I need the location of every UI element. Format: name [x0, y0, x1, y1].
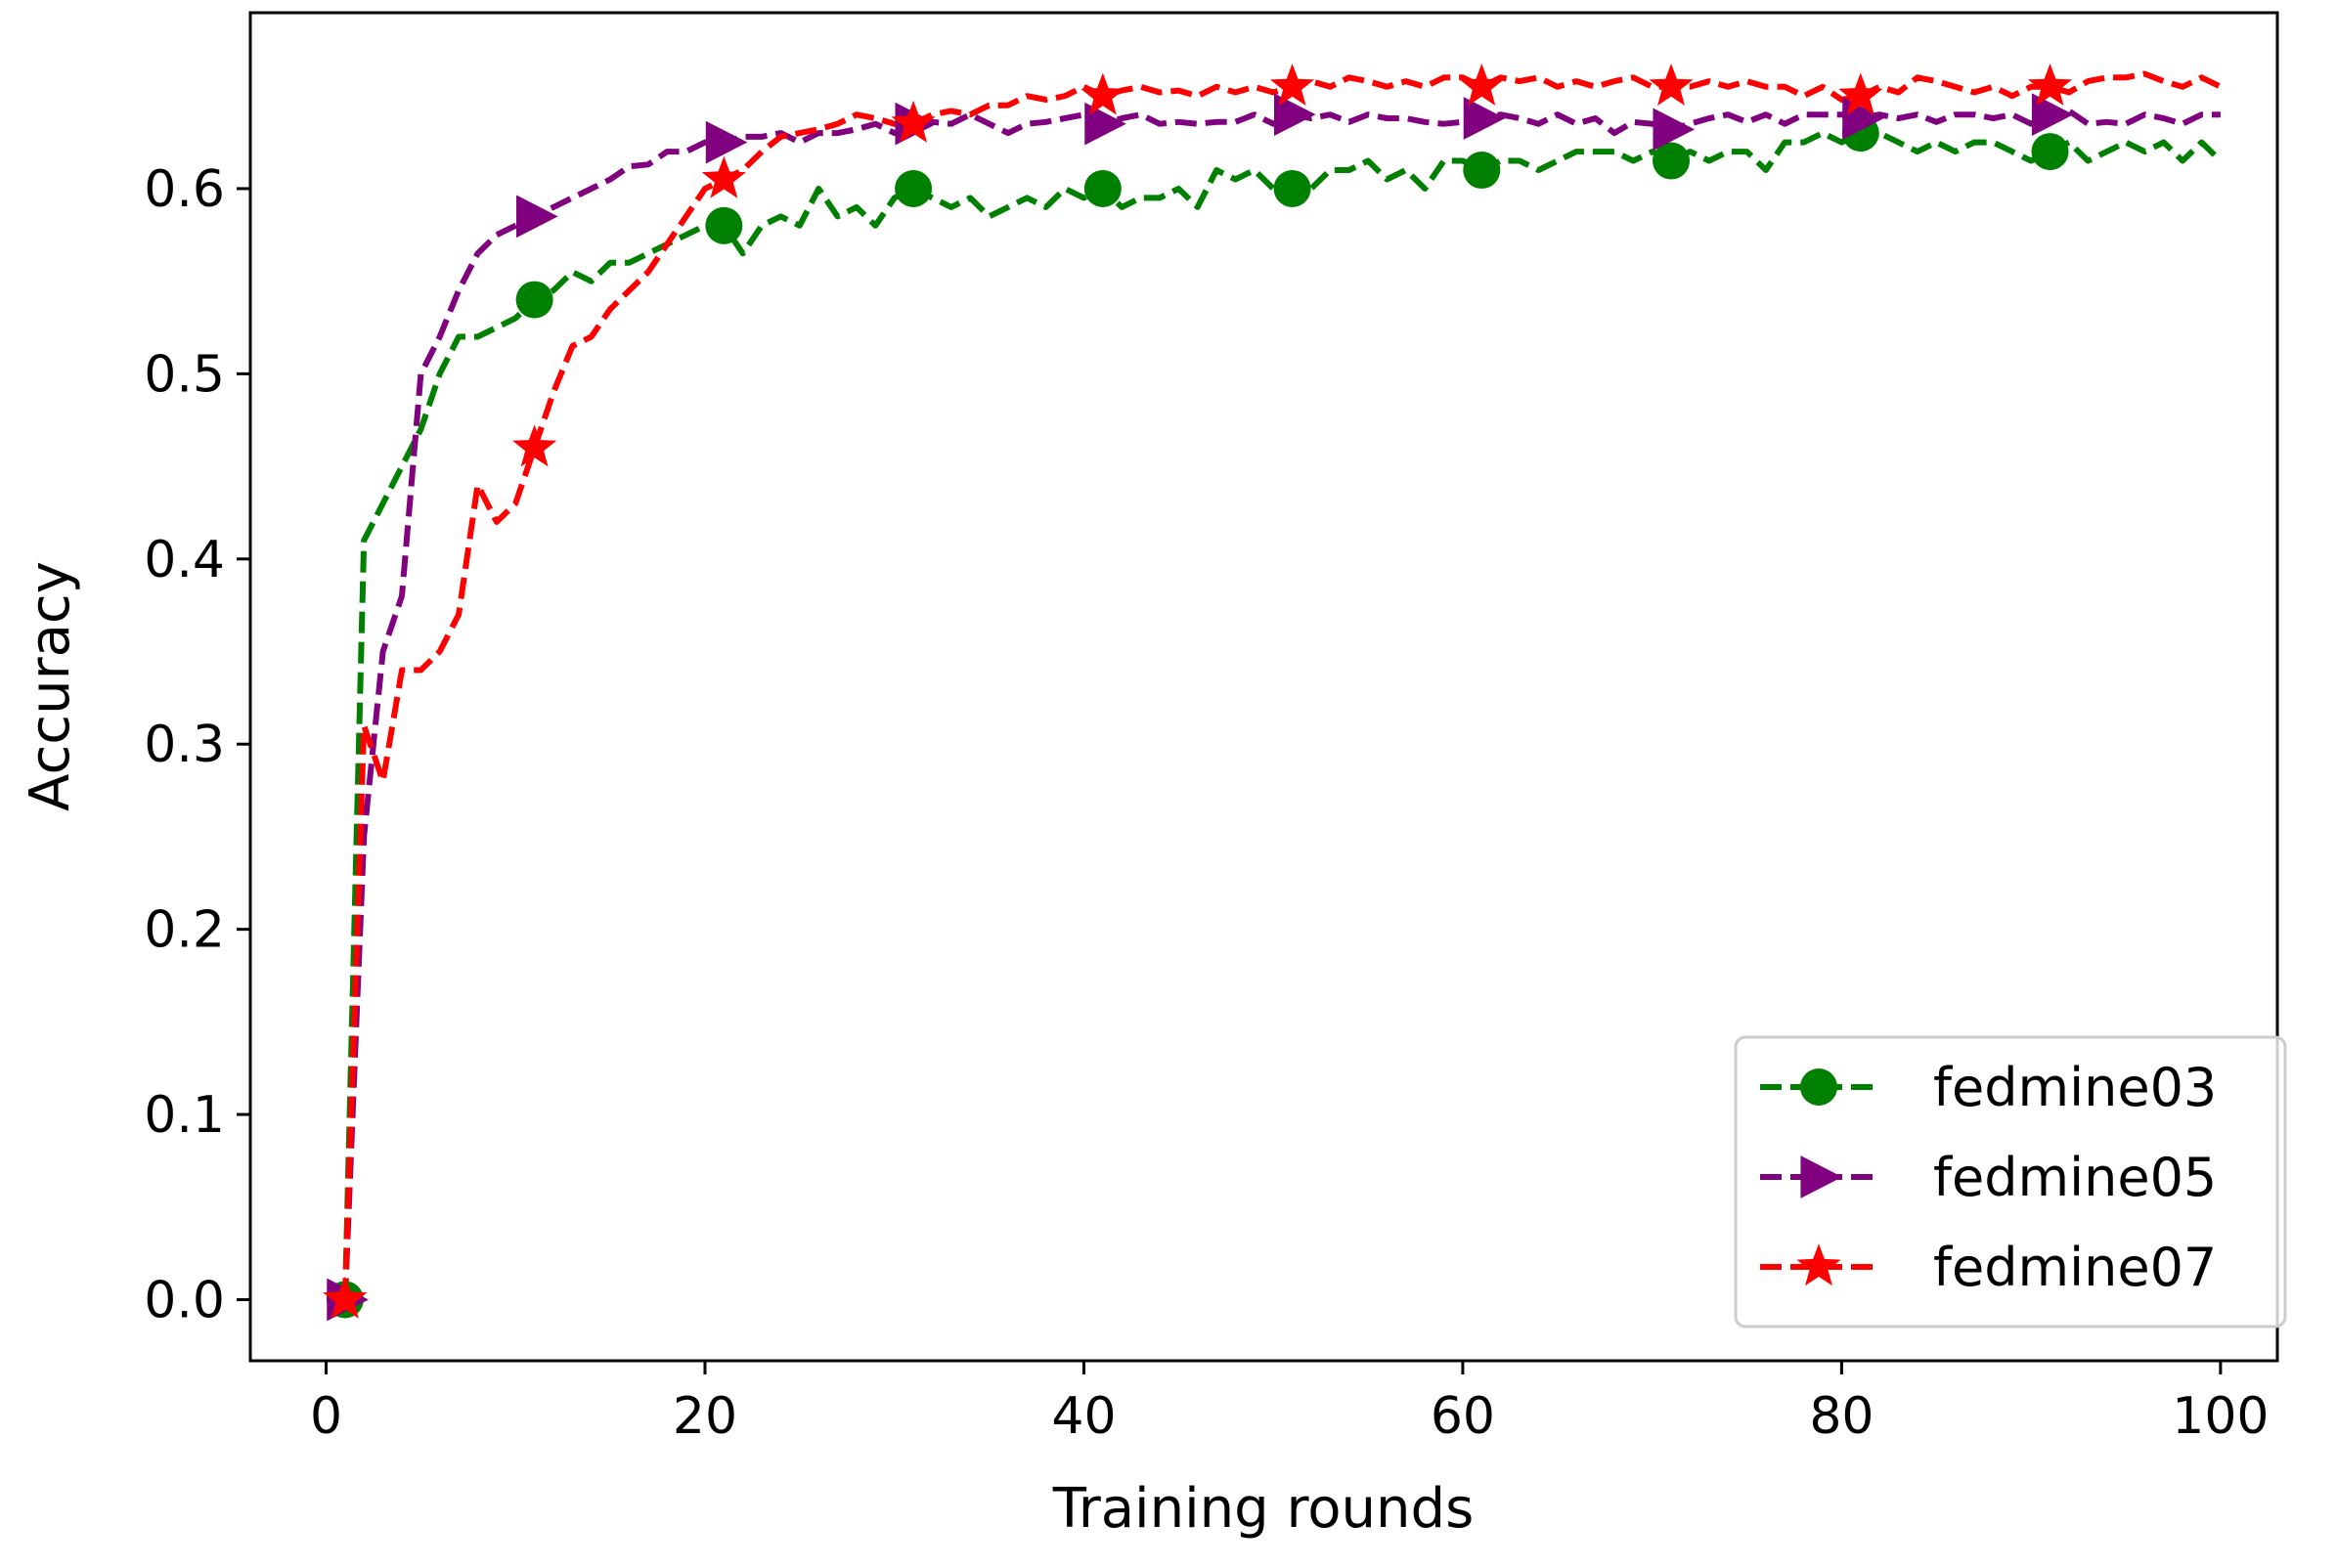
fedmine05-line	[341, 108, 2221, 1300]
fedmine07-point	[323, 1276, 368, 1319]
fedmine03-point	[1083, 169, 1122, 207]
legend-label: fedmine07	[1933, 1237, 2217, 1298]
fedmine03-point	[705, 206, 743, 244]
x-tick-label: 60	[1431, 1387, 1495, 1446]
legend-entry-fedmine05: fedmine05	[1760, 1147, 2217, 1208]
fedmine03-point	[2031, 133, 2069, 171]
x-tick-label: 80	[1809, 1387, 1874, 1446]
fedmine07-point	[1459, 64, 1504, 106]
fedmine03-point	[1653, 142, 1691, 180]
legend-entry-fedmine03: fedmine03	[1760, 1057, 2217, 1118]
fedmine07-point	[2027, 64, 2073, 106]
x-axis-ticks: 0 20 40 60 80 100	[310, 1361, 2270, 1446]
fedmine03-point	[1463, 152, 1501, 190]
fedmine07-point	[1649, 64, 1694, 106]
fedmine05-point	[2031, 93, 2074, 137]
fedmine05-point	[705, 120, 748, 164]
y-tick-label: 0.0	[144, 1271, 225, 1329]
fedmine03-point	[515, 281, 553, 319]
fedmine05-point	[1653, 108, 1696, 152]
y-tick-label: 0.1	[144, 1086, 225, 1145]
fedmine07-point	[891, 100, 936, 143]
legend-marker	[1800, 1155, 1843, 1198]
x-tick-label: 40	[1051, 1387, 1116, 1446]
fedmine07-point	[1080, 72, 1125, 115]
y-tick-label: 0.5	[144, 345, 225, 404]
legend-marker	[1796, 1243, 1841, 1286]
legend-label: fedmine05	[1933, 1147, 2217, 1208]
fedmine03-point	[895, 169, 933, 207]
fedmine07-point	[701, 155, 746, 198]
plot-frame	[248, 11, 2279, 1363]
fedmine05-point	[1273, 93, 1316, 137]
y-tick-label: 0.2	[144, 901, 225, 960]
fedmine05-point	[516, 195, 558, 239]
fedmine07-line	[341, 70, 2223, 1300]
legend-marker	[1800, 1068, 1837, 1106]
fedmine05-point	[1463, 97, 1506, 140]
y-tick-label: 0.3	[144, 716, 225, 774]
fedmine05-point	[1084, 102, 1126, 146]
legend: fedmine03 fedmine05 fedmine07	[1734, 1035, 2287, 1328]
x-tick-label: 20	[673, 1387, 737, 1446]
legend-label: fedmine03	[1933, 1057, 2217, 1118]
plot-markers	[323, 64, 2074, 1322]
legend-box	[1734, 1035, 2287, 1328]
y-axis-ticks: 0.0 0.1 0.2 0.3 0.4 0.5 0.6	[144, 160, 250, 1329]
x-tick-label: 100	[2172, 1387, 2269, 1446]
y-tick-label: 0.4	[144, 531, 225, 589]
fedmine07-point	[1838, 72, 1883, 115]
fedmine07-point	[512, 424, 557, 467]
y-tick-label: 0.6	[144, 160, 225, 219]
y-axis-label: Accuracy	[19, 561, 82, 811]
fedmine07-point	[1269, 64, 1315, 106]
x-tick-label: 0	[310, 1387, 342, 1446]
x-axis-label: Training rounds	[1052, 1477, 1475, 1541]
fedmine03-point	[1273, 169, 1311, 207]
legend-entry-fedmine07: fedmine07	[1760, 1237, 2217, 1298]
legend-items: fedmine03 fedmine05 fedmine07	[1760, 1057, 2217, 1298]
